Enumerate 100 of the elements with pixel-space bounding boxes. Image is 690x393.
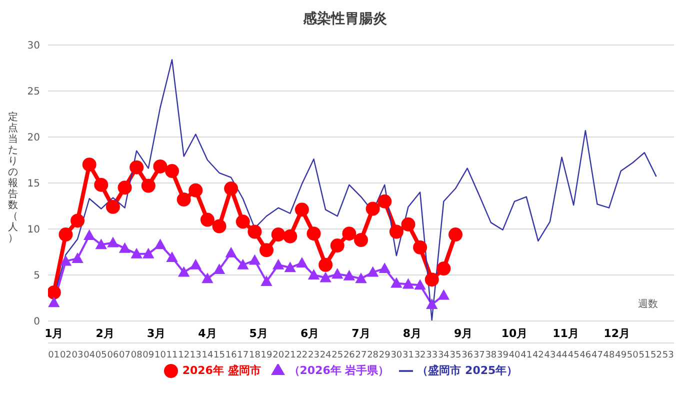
point <box>107 237 118 248</box>
point <box>165 164 180 178</box>
x-tick-label: 48 <box>603 350 616 360</box>
point <box>226 247 237 258</box>
point <box>366 202 380 216</box>
text: 8月 <box>402 326 422 340</box>
x-tick-label: 28 <box>367 350 379 360</box>
point <box>72 252 84 263</box>
point <box>190 259 202 270</box>
x-tick-label: 21 <box>284 350 296 360</box>
x-tick-label: 25 <box>332 350 344 360</box>
point <box>58 228 73 242</box>
x-tick-label: 44 <box>556 350 568 360</box>
point <box>330 238 344 253</box>
text: 9月 <box>454 326 473 340</box>
point <box>320 272 332 282</box>
x-tick-label: 16 <box>225 350 238 360</box>
y-tick-label: 15 <box>27 178 40 190</box>
y-tick-label: 30 <box>27 40 40 52</box>
x-tick-label: 11 <box>166 350 178 360</box>
point <box>260 243 274 258</box>
x-tick-label: 42 <box>532 350 544 360</box>
x-tick-label: 05 <box>95 350 107 360</box>
x-tick-label: 41 <box>520 350 532 360</box>
y-tick-label: 10 <box>27 224 40 236</box>
x-tick-label: 49 <box>615 350 627 360</box>
x-tick-label: 24 <box>320 350 332 360</box>
point <box>178 266 190 277</box>
legend-label: （2026年 岩手県） <box>288 364 390 377</box>
x-tick-label: 13 <box>190 350 202 360</box>
text: 12月 <box>604 326 630 340</box>
point <box>390 278 402 288</box>
x-axis-title: 週数 <box>638 298 658 311</box>
x-tick-label: 08 <box>130 350 143 360</box>
point <box>308 270 320 280</box>
point <box>401 217 416 232</box>
y-axis-title: 定点当たりの報告数（人） <box>7 112 19 244</box>
x-tick-label: 29 <box>378 350 391 360</box>
point <box>200 212 214 227</box>
legend-label: （盛岡市 2025年） <box>417 364 518 377</box>
point <box>332 268 343 279</box>
point <box>84 230 95 240</box>
y-tick-label: 20 <box>27 132 40 144</box>
point <box>318 258 333 272</box>
chart-title: 感染性胃腸炎 <box>302 10 388 28</box>
x-tick-label: 52 <box>650 350 662 360</box>
point <box>438 290 450 300</box>
point <box>248 224 262 239</box>
x-tick-label: 15 <box>214 350 225 360</box>
text: 5月 <box>249 326 268 340</box>
point <box>142 248 154 258</box>
point <box>356 273 366 284</box>
text: 10月 <box>501 326 528 340</box>
point <box>342 226 356 241</box>
point <box>367 266 378 277</box>
point <box>106 200 120 214</box>
point <box>354 233 368 248</box>
x-tick-label: 43 <box>544 350 556 360</box>
point <box>60 256 72 266</box>
point <box>272 259 284 270</box>
point <box>426 298 438 309</box>
point <box>202 273 213 284</box>
x-tick-label: 20 <box>272 350 284 360</box>
point <box>378 194 392 208</box>
point <box>379 263 390 274</box>
x-tick-label: 22 <box>296 350 308 360</box>
point <box>48 297 60 308</box>
x-tick-label: 40 <box>508 350 521 360</box>
x-tick-label: 19 <box>260 350 273 360</box>
x-tick-label: 34 <box>438 350 450 360</box>
point <box>224 182 238 196</box>
point <box>402 278 414 289</box>
point <box>389 224 404 239</box>
point <box>413 240 428 254</box>
point <box>283 229 298 244</box>
point <box>96 239 107 250</box>
x-tick-label: 12 <box>178 350 190 360</box>
x-tick-label: 33 <box>426 350 438 360</box>
x-tick-label: 53 <box>662 350 674 360</box>
text: 3月 <box>146 326 166 340</box>
x-tick-label: 31 <box>402 350 414 360</box>
point <box>212 219 226 234</box>
x-tick-label: 30 <box>390 350 402 360</box>
y-tick-label: 5 <box>34 270 40 282</box>
legend-label: 2026年 盛岡市 <box>182 364 261 377</box>
x-tick-label: 39 <box>497 350 509 360</box>
point <box>188 183 203 198</box>
x-tick-label: 51 <box>638 350 650 360</box>
x-tick-label: 47 <box>592 350 603 360</box>
point <box>118 180 132 195</box>
x-tick-label: 27 <box>355 350 367 360</box>
point <box>119 242 130 253</box>
text: 6月 <box>300 326 320 340</box>
point <box>424 272 439 287</box>
x-tick-label: 35 <box>450 350 462 360</box>
x-tick-label: 18 <box>248 350 261 360</box>
point <box>261 276 272 286</box>
x-tick-label: 38 <box>485 350 497 360</box>
point <box>154 239 166 250</box>
text: 7月 <box>352 326 370 340</box>
